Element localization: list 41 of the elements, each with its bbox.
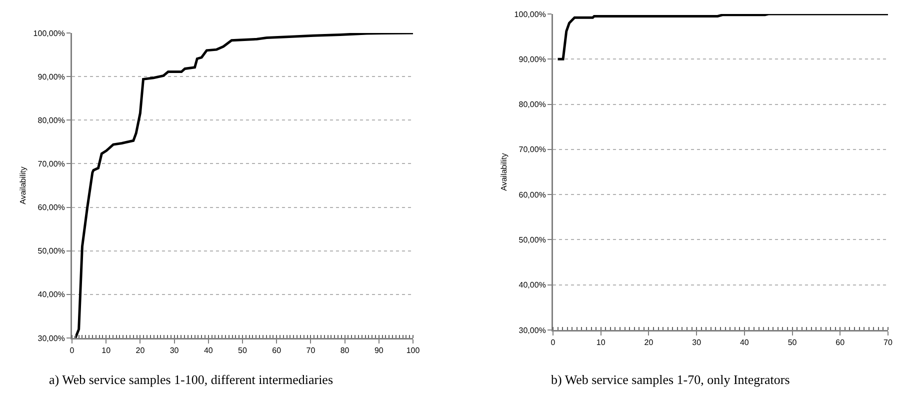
y-tick-label: 30,00% (38, 334, 65, 343)
y-tick-label: 50,00% (518, 236, 546, 245)
y-tick-label: 90,00% (38, 72, 65, 82)
x-tick-label: 50 (238, 346, 248, 356)
x-tick-label: 30 (692, 338, 702, 348)
y-tick-label: 70,00% (518, 145, 546, 154)
y-tick-label: 90,00% (518, 54, 546, 64)
y-tick-label: 60,00% (518, 190, 546, 200)
x-tick-label: 50 (788, 338, 798, 348)
x-tick-label: 80 (340, 346, 350, 356)
x-tick-label: 100 (406, 346, 420, 356)
x-tick-label: 10 (596, 338, 606, 348)
x-tick-label: 70 (306, 346, 316, 356)
y-tick-label: 40,00% (38, 290, 65, 300)
x-tick-label: 70 (884, 338, 893, 348)
text: a) Web service samples 1-100, different intermediaries (49, 372, 334, 387)
line-series (556, 14, 888, 60)
x-tick-label: 30 (170, 346, 180, 356)
x-tick-label: 60 (272, 346, 282, 356)
y-tick-label: 60,00% (38, 203, 65, 212)
y-tick-label: 80,00% (38, 116, 65, 125)
line-series (74, 33, 413, 338)
y-tick-label: 70,00% (38, 160, 65, 169)
x-tick-label: 60 (836, 338, 846, 348)
text: b) Web service samples 1-70, only Integrators (551, 372, 790, 387)
x-tick-label: 0 (550, 338, 556, 348)
y-tick-label: 30,00% (518, 326, 546, 335)
y-axis-title: Availability (18, 166, 28, 204)
y-axis-title: Availability (499, 153, 508, 191)
x-tick-label: 40 (740, 338, 750, 348)
y-tick-label: 80,00% (518, 100, 546, 110)
y-tick-label: 40,00% (518, 280, 546, 290)
x-tick-label: 90 (374, 346, 384, 356)
x-tick-label: 0 (70, 346, 75, 356)
x-tick-label: 40 (204, 346, 214, 356)
x-tick-label: 10 (102, 346, 112, 356)
x-tick-label: 20 (644, 338, 654, 348)
x-tick-label: 20 (136, 346, 146, 356)
y-tick-label: 100,00% (514, 10, 546, 19)
y-tick-label: 100,00% (33, 28, 65, 38)
y-tick-label: 50,00% (38, 246, 65, 256)
